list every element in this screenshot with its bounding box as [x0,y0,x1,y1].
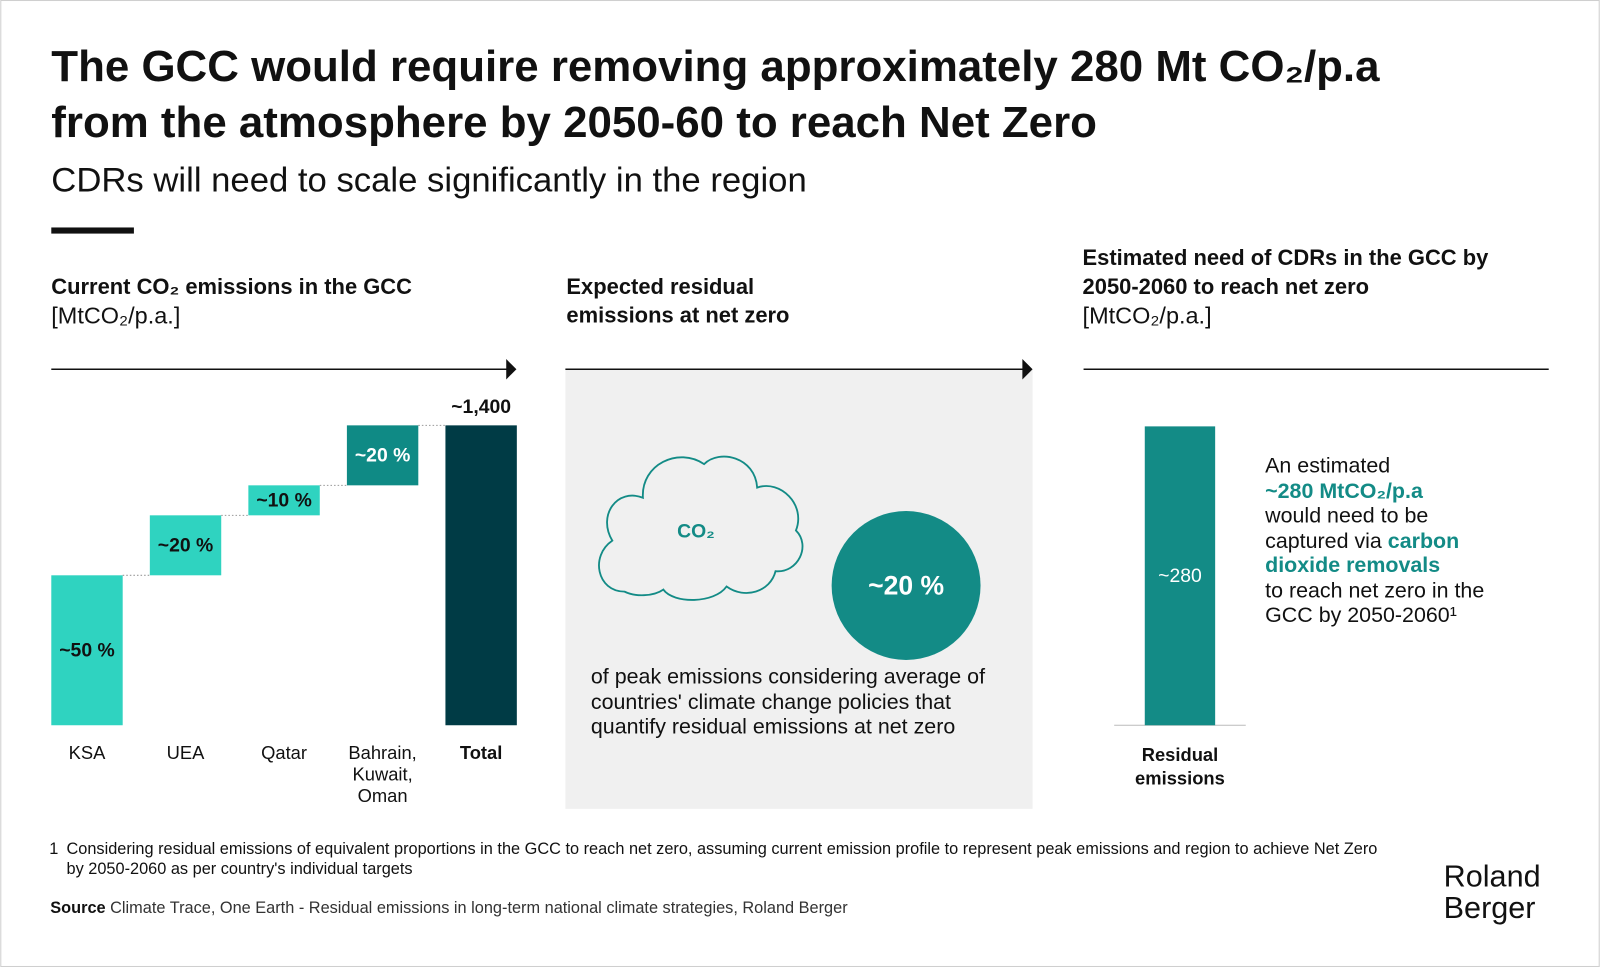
value-label: ~280 [1158,565,1202,587]
category-label: Total [425,743,537,764]
footnote: 1 Considering residual emissions of equiv… [49,839,1395,880]
category-label: UEA [129,743,241,764]
callout-text: would need to be captured via [1265,503,1429,553]
arrow-head [506,359,517,380]
category-label-box: Bahrain, Kuwait, Oman [326,743,438,807]
category-text: Residual emissions [1135,744,1225,789]
value-label: ~20 % [158,534,213,556]
category-label: KSA [31,743,143,764]
category-text: Qatar [261,742,308,763]
total-bar [445,425,517,726]
callout: An estimated ~280 MtCO₂/p.a would need to … [1265,454,1510,629]
source: Source Climate Trace, One Earth - Residu… [50,899,1172,919]
waterfall-bar [51,575,123,726]
waterfall-bar [149,515,222,576]
note-text: of peak emissions considering average of… [590,665,986,739]
left-heading: Current CO₂ emissions in the GCC [MtCO₂/p… [51,272,530,330]
category-text: Total [459,742,503,763]
category-text: Bahrain, Kuwait, Oman [348,742,417,806]
share-circle [831,511,981,660]
category-text: UEA [166,742,205,763]
callout-highlight: ~280 MtCO₂/p.a [1265,478,1423,503]
logo-line: Berger [1444,891,1536,925]
panel-note: of peak emissions considering average of… [591,665,1019,740]
category-label: Bahrain, Kuwait, Oman [326,743,438,807]
value-label: ~20 % [355,444,410,466]
category-label-box: Total [425,743,537,764]
cloud-label: CO₂ [677,521,715,543]
footnote-box: 1 Considering residual emissions of equiv… [49,839,1395,880]
category-label: Qatar [228,743,340,764]
right-heading: Estimated need of CDRs in the GCC by 205… [1083,244,1542,331]
right-heading-box: Estimated need of CDRs in the GCC by 205… [1083,244,1542,331]
callout-highlight: carbon dioxide removals [1265,528,1460,578]
category-label: Residual emissions [1108,744,1252,791]
unit-label: [MtCO₂/p.a.] [51,301,181,329]
middle-heading: Expected residual emissions at net zero [566,272,831,329]
section-title: Estimated need of CDRs in the GCC by 205… [1082,245,1489,299]
share-label: ~20 % [868,571,944,601]
unit-label: [MtCO₂/p.a.] [1082,301,1212,329]
waterfall-bar [248,485,320,516]
callout-text: An estimated [1265,453,1391,478]
waterfall-bar [346,425,419,486]
category-label-box: Residual emissions [1108,744,1252,791]
source-text: Climate Trace, One Earth - Residual emis… [110,899,848,918]
title-line: The GCC would require removing approxima… [51,42,1380,91]
category-label-box: KSA [31,743,143,764]
section-title: Current CO₂ emissions in the GCC [51,274,412,299]
arrow-head [1022,359,1033,380]
accent-rule [51,227,134,234]
footnote-text: Considering residual emissions of equiva… [66,840,1378,879]
value-label: ~50 % [59,639,114,661]
total-label: ~1,400 [451,396,511,418]
panel-note-box: of peak emissions considering average of… [591,665,1019,740]
category-label-box: Qatar [228,743,340,764]
value-label: ~10 % [256,489,311,511]
source-label: Source [50,899,106,918]
section-title: Expected residual emissions at net zero [566,274,790,328]
title-line: from the atmosphere by 2050-60 to reach … [51,98,1097,147]
left-heading-box: Current CO₂ emissions in the GCC[MtCO₂/p… [51,272,530,330]
cloud-icon [598,455,804,601]
subtitle: CDRs will need to scale significantly in… [51,162,806,200]
callout-text: to reach net zero in the GCC by 2050-206… [1265,578,1485,628]
logo-line: Roland [1444,859,1541,893]
middle-heading-box: Expected residual emissions at net zero [566,272,831,329]
category-text: KSA [68,742,106,763]
bar [1144,426,1216,726]
footnote-marker: 1 [49,840,59,858]
source-box: Source Climate Trace, One Earth - Residu… [50,899,1172,919]
category-label-box: UEA [129,743,241,764]
